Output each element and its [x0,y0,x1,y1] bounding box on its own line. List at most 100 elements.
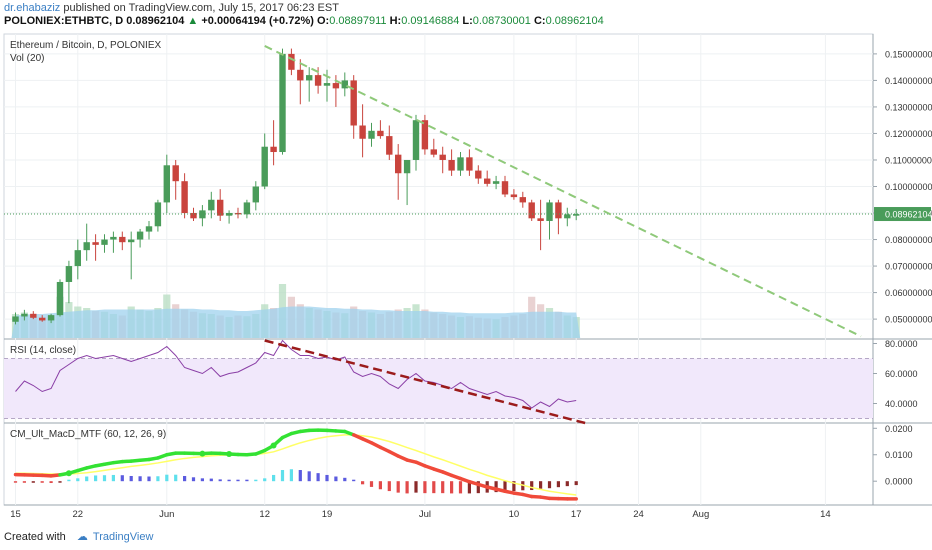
macd-histogram-bar [343,477,347,482]
macd-histogram-bar [254,479,258,482]
macd-histogram-bar [272,474,276,482]
candle-body [314,75,322,86]
macd-histogram-bar [378,481,382,490]
macd-histogram-bar [361,481,365,485]
macd-cross-dot [199,450,206,457]
macd-histogram-bar [307,471,311,482]
macd-histogram-bar [245,479,249,482]
candle-body [501,181,509,195]
candle-body [386,136,393,155]
macd-cross-dot [226,450,233,457]
rsi-tick-label: 40.0000 [885,399,918,409]
macd-histogram-bar [539,481,543,489]
macd-histogram-bar [547,481,552,489]
macd-histogram-bar [396,481,400,493]
candle [430,138,437,158]
price-tick-label: 0.05000000 [885,315,932,325]
close-label: C: [533,15,546,27]
rsi-label: RSI (14, close) [10,345,76,356]
candle-body [484,178,491,184]
macd-histogram-bar [565,481,569,487]
candle [261,133,268,190]
macd-histogram-bar [280,470,285,482]
candle [92,234,99,261]
candle [74,239,81,280]
candle-body [403,159,411,174]
candle [412,114,420,171]
open-value: 0.08897911 [329,15,387,27]
candle [217,189,224,221]
candle-body [21,313,28,317]
candle [341,72,348,97]
rsi-tick-label: 80.0000 [885,339,918,349]
chart-title: Ethereum / Bitcoin, D, POLONIEX [10,40,161,51]
candle-body [217,199,224,216]
candle [101,234,108,253]
candle-body [92,242,99,245]
candle [110,231,117,253]
candle-body [172,165,179,182]
candle-body [190,213,197,219]
candle [475,165,482,184]
tradingview-brand[interactable]: TradingView [92,531,154,543]
macd-histogram-bar [76,478,80,482]
candle-body [30,313,37,318]
candle [492,175,500,190]
candle [573,209,580,221]
macd-histogram-bar [49,481,53,484]
macd-histogram-bar [467,481,471,494]
price-tick-label: 0.08000000 [885,235,932,245]
candle-body [564,214,571,219]
time-tick-label: 12 [259,509,270,520]
rsi-tick-label: 60.0000 [885,369,918,379]
candle [119,231,126,251]
macd-histogram-bar [174,474,178,482]
candle [546,199,553,240]
candle [564,207,571,227]
candle-body [510,194,518,198]
candle-body [252,186,259,203]
macd-histogram-bar [289,469,293,482]
ohlc-header: POLONIEX:ETHBTC, D 0.08962104 ▲ +0.00064… [4,15,604,27]
candle-body [83,242,90,251]
high-label: H: [389,15,402,27]
candle [395,144,402,200]
volume-label: Vol (20) [10,53,44,64]
price-tick-label: 0.11000000 [885,155,932,165]
candle-body [359,125,366,139]
candle [56,279,64,317]
candle-body [145,226,153,232]
low-label: L: [462,15,473,27]
macd-histogram-bar [574,481,578,486]
candle-body [323,83,331,86]
time-tick-label: 14 [820,509,831,520]
macd-histogram-bar [512,481,516,492]
candle-body [350,80,357,126]
footer: Created with ☁ TradingView [4,530,153,543]
candle-body [56,281,64,316]
macd-histogram-bar [316,473,320,482]
candle [306,67,313,102]
macd-histogram-bar [58,481,62,483]
time-tick-label: 17 [571,509,582,520]
candle [386,125,393,160]
price-tick-label: 0.10000000 [885,182,932,192]
macd-histogram-bar [414,481,418,493]
candle [47,313,55,324]
macd-tick-label: 0.0200 [885,424,913,434]
candle [359,104,366,158]
candle [457,152,464,176]
candle-body [181,181,188,214]
tradingview-logo-icon[interactable]: ☁ [76,531,88,543]
macd-histogram-bar [218,479,222,482]
author-link[interactable]: dr.ehabaziz [4,2,61,14]
macd-cross-dot [270,442,277,449]
close-value: 0.08962104 [545,15,604,27]
candle [350,75,357,139]
candle [172,159,179,200]
candle-body [297,69,304,81]
candle-body [119,236,126,243]
macd-signal-line [15,434,577,496]
created-with-text: Created with [4,531,66,543]
